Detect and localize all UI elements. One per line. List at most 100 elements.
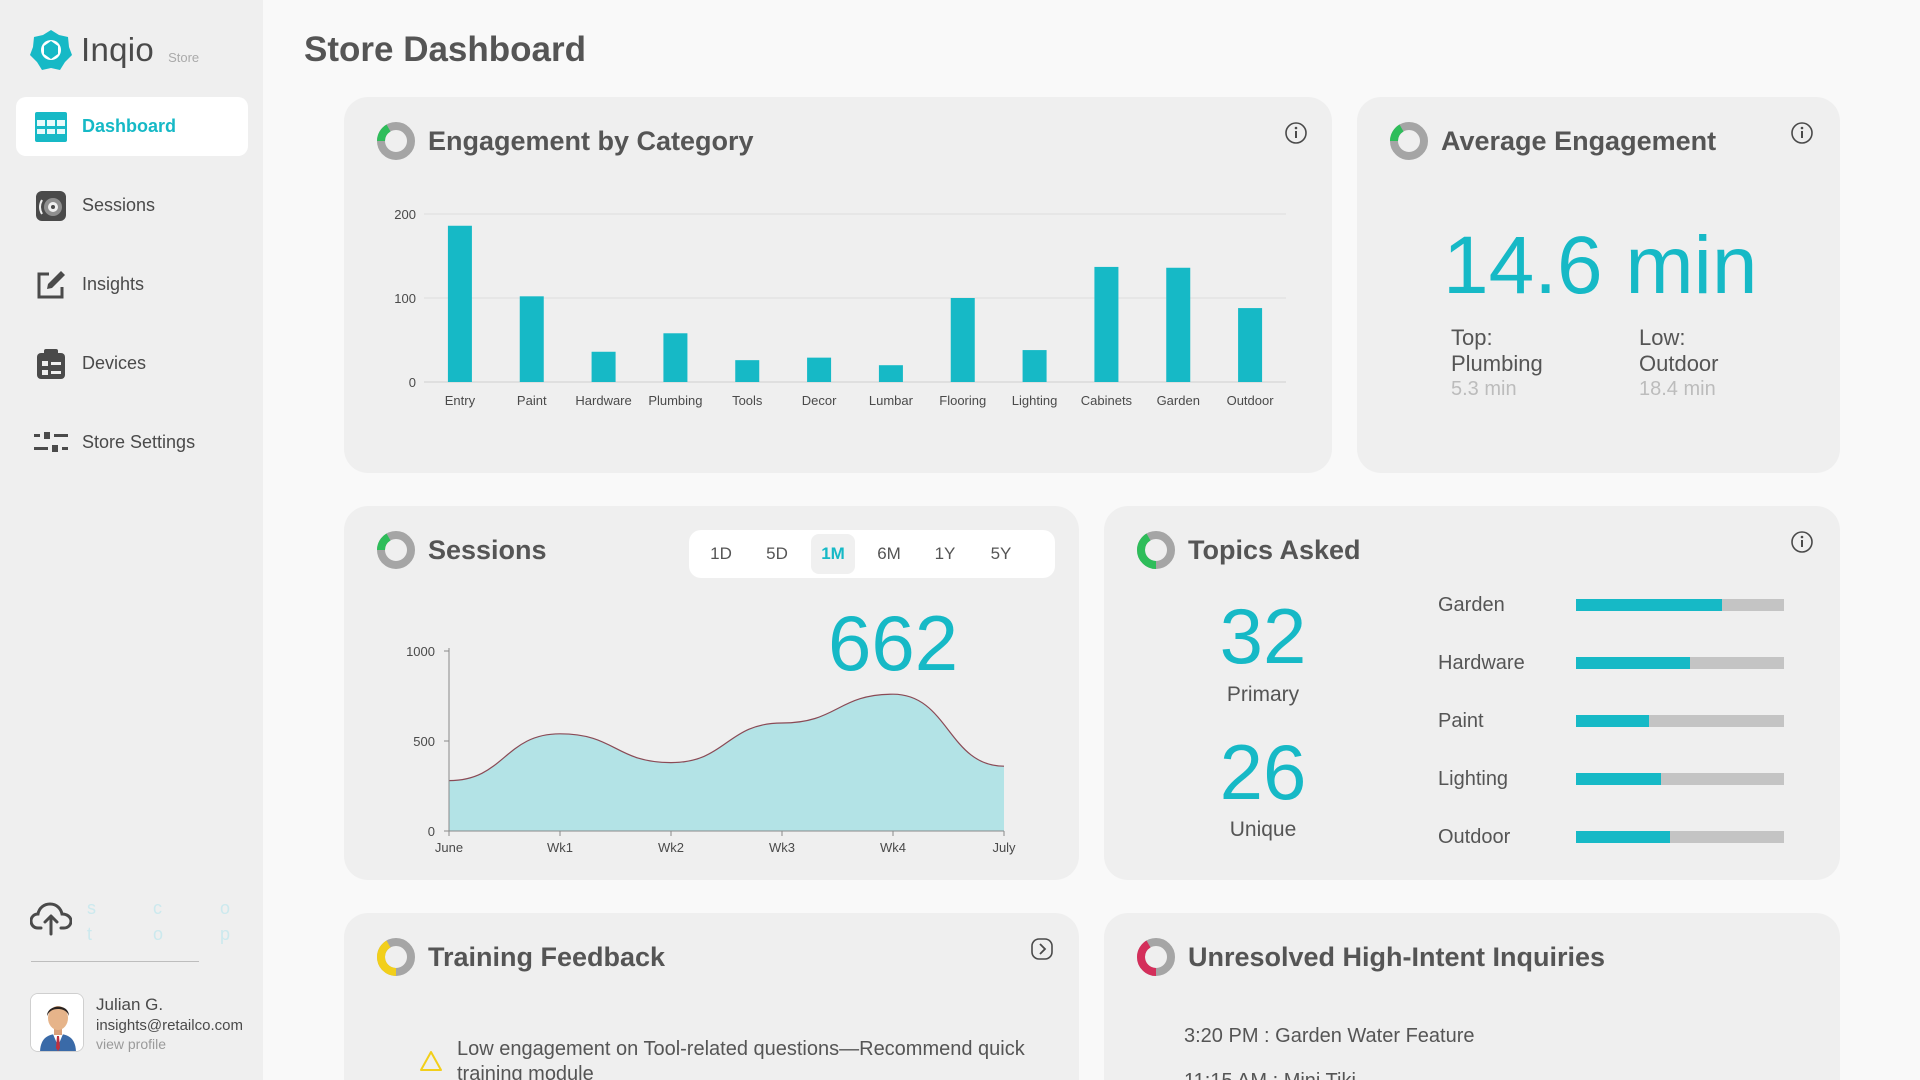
- topics-title: Topics Asked: [1188, 534, 1361, 565]
- nav-dashboard-label: Dashboard: [82, 116, 177, 136]
- range-5d[interactable]: 5D: [766, 544, 788, 563]
- sessions-title: Sessions: [428, 534, 547, 565]
- devices-clipboard-icon: [34, 347, 68, 381]
- x-tick-label: Plumbing: [648, 393, 702, 408]
- ring-progress-icon: [376, 938, 415, 976]
- range-5y[interactable]: 5Y: [990, 544, 1012, 563]
- topic-name: Lighting: [1438, 768, 1509, 790]
- bar: [950, 298, 975, 382]
- topic-name: Hardware: [1438, 652, 1525, 674]
- y-tick-label: 200: [394, 207, 416, 222]
- range-1y[interactable]: 1Y: [934, 544, 956, 563]
- logo-icon: [30, 30, 72, 70]
- engagement-title: Engagement by Category: [428, 125, 754, 156]
- x-tick-label: Wk4: [880, 840, 906, 855]
- nav-dashboard[interactable]: Dashboard: [16, 97, 248, 156]
- bar: [1166, 267, 1191, 382]
- brand-logo[interactable]: Inqio Store: [29, 28, 199, 72]
- page-title: Store Dashboard: [304, 30, 586, 69]
- bar: [447, 225, 472, 382]
- x-tick-label: Entry: [445, 393, 476, 408]
- unique-topics-label: Unique: [1229, 818, 1297, 841]
- training-header: Training Feedback: [376, 937, 665, 977]
- warning-icon: [420, 1051, 442, 1071]
- x-tick-label: Hardware: [575, 393, 631, 408]
- nav-devices[interactable]: Devices: [16, 334, 248, 393]
- engagement-header: Engagement by Category: [376, 121, 754, 161]
- topic-name: Garden: [1438, 594, 1505, 616]
- avatar[interactable]: [30, 993, 84, 1052]
- x-tick-label: Flooring: [939, 393, 986, 408]
- topic-bar: [1576, 715, 1784, 727]
- average-engagement-value: 14.6 min: [1443, 220, 1758, 311]
- x-tick-label: Tools: [732, 393, 763, 408]
- top-category: Plumbing: [1451, 351, 1543, 376]
- bar: [1094, 266, 1119, 382]
- topic-bar-fill: [1576, 715, 1649, 727]
- top-value: 5.3 min: [1451, 378, 1517, 400]
- x-tick-label: July: [992, 840, 1016, 855]
- topic-bar-fill: [1576, 773, 1662, 785]
- primary-topics-value: 32: [1219, 592, 1307, 680]
- bar: [1238, 308, 1263, 382]
- range-1m[interactable]: 1M: [811, 534, 855, 574]
- average-engagement-header: Average Engagement: [1389, 121, 1716, 161]
- view-profile-link[interactable]: view profile: [96, 1036, 167, 1052]
- y-tick-label: 0: [428, 824, 435, 839]
- time-range-tabs: 1D 5D 1M 6M 1Y 5Y: [689, 530, 1055, 578]
- sessions-header: Sessions: [376, 530, 547, 570]
- topic-bar-fill: [1576, 657, 1691, 669]
- topic-name: Outdoor: [1438, 826, 1511, 848]
- training-feedback-card: Training Feedback Low engagement on Tool…: [344, 913, 1079, 1080]
- inquiries-title: Unresolved High-Intent Inquiries: [1188, 941, 1606, 972]
- info-icon[interactable]: [1790, 530, 1814, 554]
- topic-name: Paint: [1438, 710, 1484, 732]
- engagement-bar-chart: 0 100 200 Entry Paint Hardware Plumbing Tools De…: [394, 207, 1286, 408]
- x-tick-label: Wk3: [769, 840, 795, 855]
- sessions-area-chart: 0 500 1000 June Wk1 Wk2 Wk3 Wk4 July: [406, 644, 1016, 855]
- sessions-value: 662: [828, 599, 959, 687]
- bar: [663, 333, 688, 382]
- top-label: Top:: [1451, 325, 1493, 350]
- topic-bar: [1576, 773, 1784, 785]
- sidebar: Inqio Store Dashboard Sessions: [0, 0, 263, 1080]
- ring-progress-icon: [376, 122, 415, 160]
- nav-insights[interactable]: Insights: [16, 255, 248, 314]
- brand-sub: Store: [168, 49, 200, 65]
- inquiry-item[interactable]: 11:15 AM : Mini Tiki: [1184, 1070, 1356, 1080]
- nav-store-settings[interactable]: Store Settings: [16, 413, 248, 472]
- faint-letter: p: [220, 924, 231, 944]
- info-icon[interactable]: [1284, 121, 1308, 145]
- bar: [807, 357, 832, 382]
- cloud-upload-icon[interactable]: [30, 900, 72, 936]
- inquiry-item[interactable]: 3:20 PM : Garden Water Feature: [1184, 1025, 1475, 1047]
- x-tick-label: June: [435, 840, 463, 855]
- topics-header: Topics Asked: [1136, 530, 1361, 570]
- brand-name: Inqio: [81, 31, 155, 68]
- range-6m[interactable]: 6M: [877, 544, 901, 563]
- y-tick-label: 1000: [406, 644, 435, 659]
- nav-sessions[interactable]: Sessions: [16, 176, 248, 235]
- topic-bar-fill: [1576, 599, 1722, 611]
- topic-bar-fill: [1576, 831, 1670, 843]
- x-tick-label: Wk1: [547, 840, 573, 855]
- info-icon[interactable]: [1790, 121, 1814, 145]
- x-tick-label: Decor: [802, 393, 837, 408]
- profile-email: insights@retailco.com: [96, 1017, 243, 1034]
- x-tick-label: Wk2: [658, 840, 684, 855]
- chevron-right-circle-icon[interactable]: [1030, 937, 1054, 961]
- range-1d[interactable]: 1D: [710, 544, 732, 563]
- low-label: Low:: [1639, 325, 1686, 350]
- topic-bar: [1576, 657, 1784, 669]
- engagement-card: Engagement by Category 0 100 200 Entry Paint…: [344, 97, 1332, 473]
- y-tick-label: 100: [394, 291, 416, 306]
- area-fill: [449, 694, 1004, 831]
- inquiries-header: Unresolved High-Intent Inquiries: [1136, 937, 1605, 977]
- dashboard-grid-icon: [34, 110, 68, 144]
- topics-card: Topics Asked 32 Primary 26 Unique Garden…: [1104, 506, 1840, 880]
- ring-progress-icon: [1389, 122, 1428, 160]
- bar: [878, 365, 903, 382]
- x-tick-label: Lighting: [1012, 393, 1058, 408]
- x-tick-label: Cabinets: [1081, 393, 1133, 408]
- bar: [1022, 350, 1047, 382]
